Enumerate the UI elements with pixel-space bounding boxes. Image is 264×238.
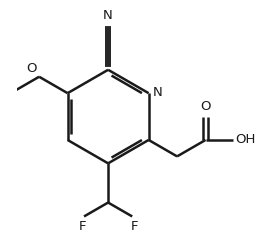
Text: OH: OH xyxy=(235,134,256,146)
Text: N: N xyxy=(103,9,113,22)
Text: O: O xyxy=(27,63,37,75)
Text: F: F xyxy=(78,220,86,233)
Text: F: F xyxy=(130,220,138,233)
Text: N: N xyxy=(153,86,163,99)
Text: O: O xyxy=(200,100,211,114)
